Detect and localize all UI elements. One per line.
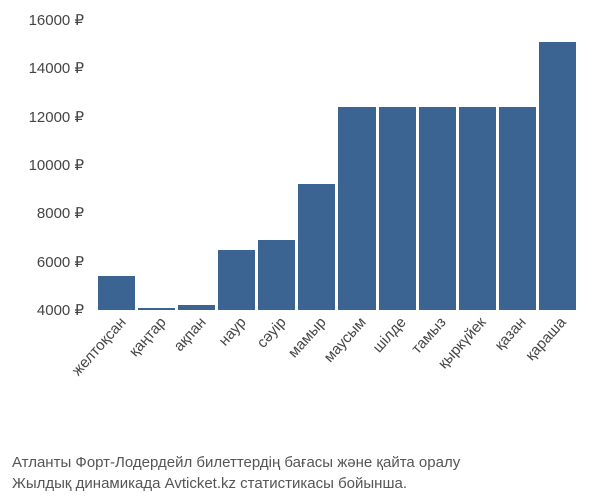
y-tick-label: 16000 ₽ <box>29 11 84 29</box>
bar <box>258 240 295 310</box>
bar <box>338 107 375 310</box>
x-label-slot: мамыр <box>298 314 335 434</box>
y-tick-label: 10000 ₽ <box>29 156 84 174</box>
x-label-slot: қазан <box>499 314 536 434</box>
x-label-slot: қараша <box>539 314 576 434</box>
chart-caption: Атланты Форт-Лодердейл билеттердің бағас… <box>12 452 592 494</box>
bar <box>218 250 255 310</box>
x-label-slot: желтоқсан <box>98 314 135 434</box>
y-tick-label: 4000 ₽ <box>37 301 84 319</box>
x-label-slot: шілде <box>379 314 416 434</box>
x-tick-label: наур <box>215 314 249 349</box>
x-label-slot: ақпан <box>178 314 215 434</box>
x-tick-label: қазан <box>492 314 530 354</box>
caption-line-2: Жылдық динамикада Avticket.kz статистика… <box>12 473 592 494</box>
bar <box>298 184 335 310</box>
plot-area <box>92 20 582 310</box>
bar <box>459 107 496 310</box>
y-axis: 4000 ₽6000 ₽8000 ₽10000 ₽12000 ₽14000 ₽1… <box>0 20 92 310</box>
bar <box>178 305 215 310</box>
x-label-slot: сәуір <box>258 314 295 434</box>
bar <box>539 42 576 310</box>
x-tick-label: ақпан <box>170 314 209 355</box>
caption-line-1: Атланты Форт-Лодердейл билеттердің бағас… <box>12 452 592 473</box>
x-labels-row: желтоқсанқаңтарақпаннаурсәуірмамырмаусым… <box>92 314 582 434</box>
y-tick-label: 14000 ₽ <box>29 59 84 77</box>
x-label-slot: маусым <box>338 314 375 434</box>
bar <box>379 107 416 310</box>
bar-chart: 4000 ₽ 6000 ₽ 8000 ₽ 10000 ₽ 12000 ₽ 14000 ₽ 1… <box>0 10 600 450</box>
x-tick-label: желтоқсан <box>68 314 129 379</box>
bar <box>98 276 135 310</box>
x-axis: желтоқсанқаңтарақпаннаурсәуірмамырмаусым… <box>92 314 582 444</box>
x-label-slot: наур <box>218 314 255 434</box>
bars-group <box>92 20 582 310</box>
y-tick-label: 12000 ₽ <box>29 108 84 126</box>
bar <box>419 107 456 310</box>
x-tick-label: сәуір <box>253 314 289 351</box>
bar <box>499 107 536 310</box>
x-label-slot: қаңтар <box>138 314 175 434</box>
y-tick-label: 8000 ₽ <box>37 204 84 222</box>
x-label-slot: қыркүйек <box>459 314 496 434</box>
bar <box>138 308 175 310</box>
y-tick-label: 6000 ₽ <box>37 253 84 271</box>
x-label-slot: тамыз <box>419 314 456 434</box>
